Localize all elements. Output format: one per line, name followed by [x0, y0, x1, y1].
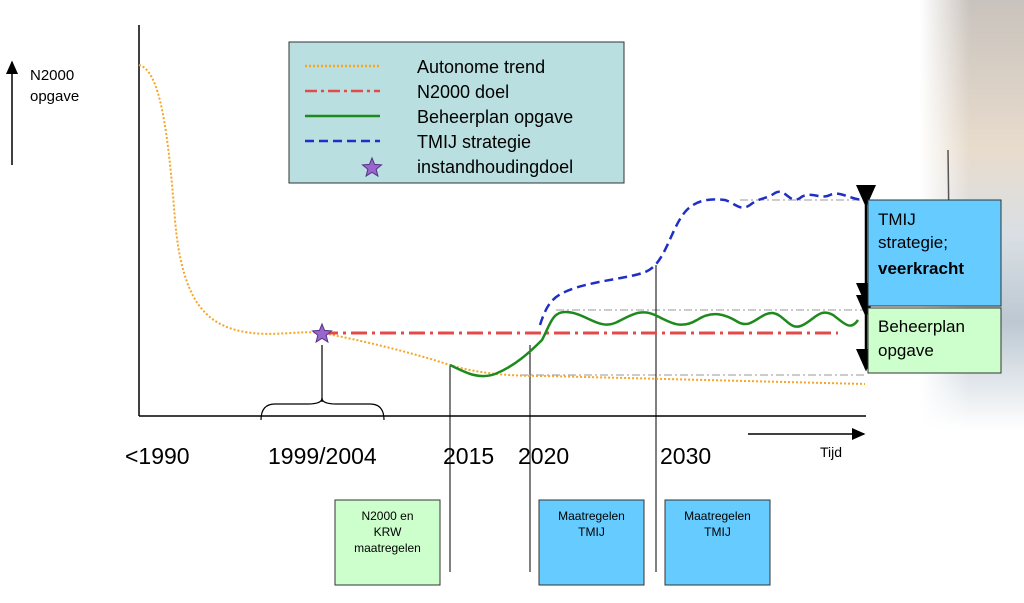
beheerplan-box — [867, 307, 1002, 374]
legend-label: Autonome trend — [417, 57, 545, 77]
x-label: 2015 — [443, 443, 494, 469]
legend-label: N2000 doel — [417, 82, 509, 102]
x-label: 2020 — [518, 443, 569, 469]
legend-label: instandhoudingdoel — [417, 157, 573, 177]
legend-label: TMIJ strategie — [417, 132, 531, 152]
box-text: N2000 en — [361, 509, 413, 523]
box-text: veerkracht — [878, 259, 964, 278]
measure-box — [538, 499, 645, 586]
x-label: 1999/2004 — [268, 443, 377, 469]
legend-box — [288, 41, 625, 184]
x-label: <1990 — [125, 443, 190, 469]
star — [311, 322, 333, 344]
time-label: Tijd — [820, 444, 842, 460]
legend-star — [361, 156, 383, 178]
box-text: opgave — [878, 341, 934, 360]
box-text: TMIJ — [878, 210, 916, 229]
box-text: KRW — [374, 525, 402, 539]
tmij-strategy — [538, 190, 866, 326]
x-label: 2030 — [660, 443, 711, 469]
box-text: Beheerplan — [878, 317, 965, 336]
legend-label: Beheerplan opgave — [417, 107, 573, 127]
box-text: maatregelen — [354, 541, 421, 555]
box-text: TMIJ — [578, 525, 605, 539]
box-text: strategie; — [878, 233, 948, 252]
box-text: Maatregelen — [684, 509, 751, 523]
tmij-box — [867, 199, 1002, 307]
y-label: opgave — [30, 88, 79, 105]
measure-box — [334, 499, 441, 586]
brace — [260, 397, 385, 421]
box-text: TMIJ — [704, 525, 731, 539]
measure-box — [664, 499, 771, 586]
beheerplan-curve — [449, 310, 860, 378]
legend: Autonome trend N2000 doel Beheerplan opg… — [288, 41, 625, 184]
box-text: Maatregelen — [558, 509, 625, 523]
y-label: N2000 — [30, 67, 74, 84]
